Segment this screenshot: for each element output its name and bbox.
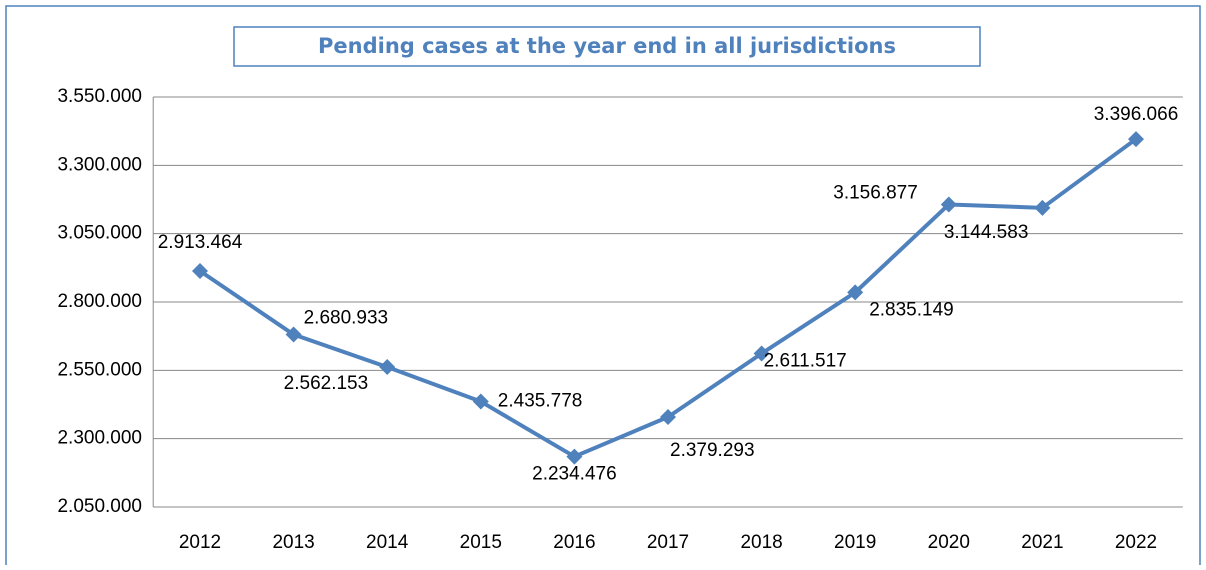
data-label: 2.913.464 bbox=[158, 232, 243, 253]
marker bbox=[285, 326, 302, 343]
y-tick-label: 2.550.000 bbox=[57, 359, 142, 380]
data-label: 3.396.066 bbox=[1094, 104, 1179, 125]
y-tick-label: 2.300.000 bbox=[57, 428, 142, 449]
marker bbox=[566, 448, 583, 465]
y-tick-label: 3.300.000 bbox=[57, 154, 142, 175]
x-tick-label: 2016 bbox=[553, 532, 595, 553]
chart-title: Pending cases at the year end in all jur… bbox=[318, 34, 896, 58]
line-series bbox=[198, 137, 1138, 459]
x-tick-label: 2014 bbox=[366, 532, 409, 553]
x-tick-label: 2012 bbox=[179, 532, 221, 553]
y-tick-label: 2.800.000 bbox=[57, 291, 142, 312]
x-tick-label: 2015 bbox=[460, 532, 502, 553]
marker bbox=[1128, 131, 1144, 148]
x-tick-label: 2021 bbox=[1021, 532, 1063, 553]
data-label: 2.234.476 bbox=[532, 464, 617, 485]
marker bbox=[192, 262, 208, 279]
data-label: 2.562.153 bbox=[284, 373, 369, 394]
x-tick-label: 2013 bbox=[272, 532, 314, 553]
data-label: 2.379.293 bbox=[670, 440, 755, 461]
chart-frame bbox=[5, 5, 1201, 565]
title-box bbox=[233, 26, 981, 67]
x-tick-label: 2022 bbox=[1115, 532, 1157, 553]
data-label: 3.144.583 bbox=[944, 222, 1029, 243]
marker bbox=[472, 393, 489, 410]
data-label: 3.156.877 bbox=[833, 182, 918, 203]
x-tick-label: 2017 bbox=[647, 532, 689, 553]
marker bbox=[1034, 199, 1051, 216]
marker bbox=[847, 284, 864, 301]
x-tick-label: 2019 bbox=[834, 532, 876, 553]
x-tick-label: 2020 bbox=[928, 532, 970, 553]
data-label: 2.611.517 bbox=[764, 351, 847, 372]
y-tick-label: 3.550.000 bbox=[57, 86, 142, 107]
y-tick-label: 3.050.000 bbox=[57, 223, 142, 244]
marker bbox=[379, 359, 396, 376]
data-label: 2.435.778 bbox=[498, 391, 583, 412]
y-tick-label: 2.050.000 bbox=[57, 496, 142, 517]
marker bbox=[753, 345, 770, 362]
data-label: 2.835.149 bbox=[869, 299, 954, 320]
marker bbox=[660, 408, 676, 425]
marker bbox=[940, 196, 957, 213]
x-tick-label: 2018 bbox=[740, 532, 782, 553]
data-label: 2.680.933 bbox=[304, 308, 389, 329]
